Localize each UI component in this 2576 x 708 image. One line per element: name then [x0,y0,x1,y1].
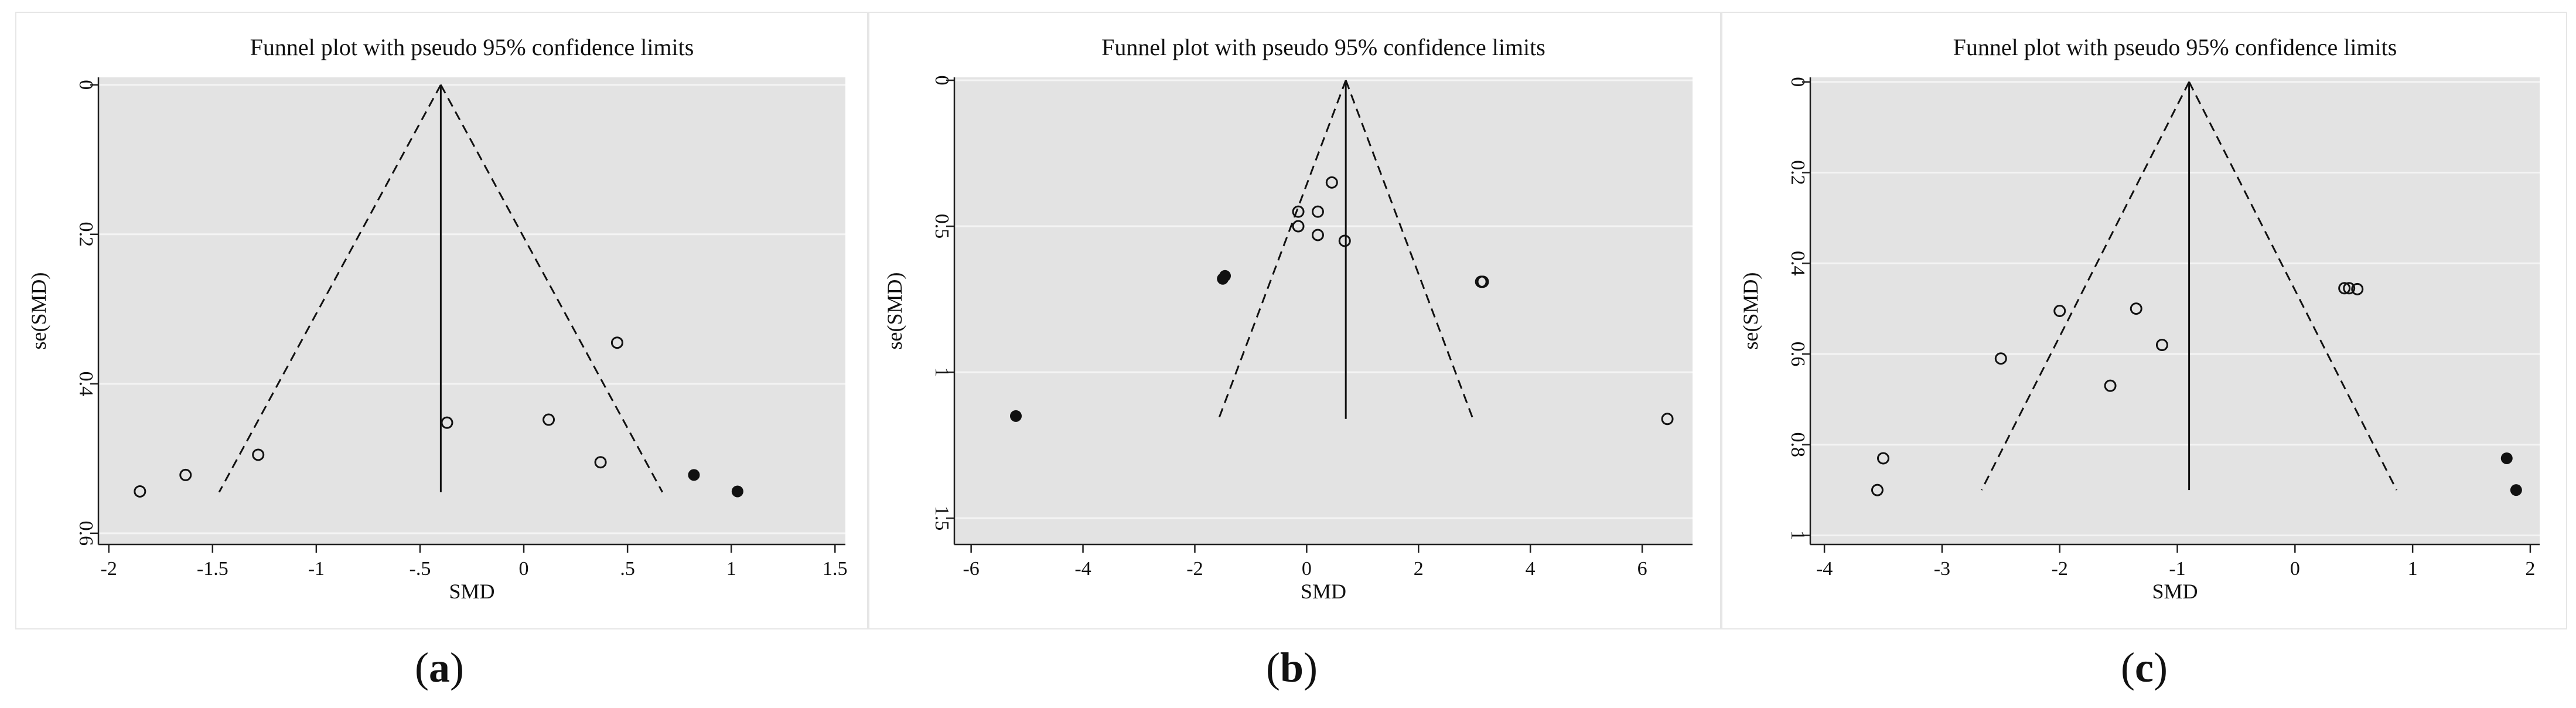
observed-study-point [134,485,146,498]
caption-b-letter: b [1280,644,1304,691]
observed-study-point [2130,302,2142,315]
observed-study-point [1994,352,2007,365]
observed-study-point [1661,413,1674,426]
observed-study-point [441,416,453,429]
funnel-limit-right [440,84,664,493]
observed-study-point [610,336,623,349]
x-axis-label: SMD [449,580,494,603]
x-tick-label: -6 [963,558,979,580]
chart-title: Funnel plot with pseudo 95% confidence l… [1953,34,2397,60]
x-tick-label: -1 [308,558,325,580]
funnel-limit-left [1981,81,2190,491]
x-tick-label: 1 [2408,558,2418,580]
plot-area [1810,77,2540,544]
x-tick-label: -3 [1934,558,1950,580]
observed-study-point [1311,205,1324,218]
imputed-study-point [2510,484,2522,496]
y-tick-label: 0.6 [1787,342,1809,367]
y-tick-label: 0.4 [1787,251,1809,276]
x-tick-label: 1 [726,558,736,580]
caption-b: (b) [1265,644,1318,691]
observed-study-point [2338,282,2351,295]
x-tick-label: 0 [1302,558,1312,580]
observed-study-point [2155,339,2168,352]
x-tick-label: 0 [2290,558,2300,580]
observed-study-point [2343,282,2356,295]
funnel-plot-panel-b: Funnel plot with pseudo 95% confidence l… [868,12,1721,629]
y-tick-label: 0.8 [1787,433,1809,458]
caption-c-letter: c [2135,644,2154,691]
observed-study-point [594,456,607,469]
observed-study-point [1476,275,1489,288]
x-tick-label: -4 [1074,558,1091,580]
observed-study-point [252,448,265,461]
observed-study-point [2053,305,2066,317]
observed-study-point [1871,484,1884,496]
plot-area [98,77,845,544]
y-tick-label: 0.5 [931,214,953,239]
x-tick-label: -1.5 [197,558,228,580]
x-tick-label: 6 [1637,558,1647,580]
x-tick-label: -2 [1186,558,1203,580]
y-tick-label: 0.2 [75,222,97,247]
imputed-study-point [2500,452,2513,464]
x-tick-label: 1.5 [823,558,848,580]
observed-study-point [1877,452,1889,465]
caption-a: (a) [415,644,464,691]
x-tick-label: -2 [101,558,117,580]
funnel-plot-a: Funnel plot with pseudo 95% confidence l… [27,34,848,603]
y-tick-label: 0.6 [75,521,97,546]
y-tick-label: 1 [931,367,953,377]
observed-study-point [2104,379,2117,392]
observed-study-point [543,413,555,426]
x-tick-label: .5 [620,558,635,580]
plot-area [954,77,1693,544]
funnel-plot-panel-a: Funnel plot with pseudo 95% confidence l… [15,12,868,629]
y-tick-label: 0 [931,75,953,85]
imputed-study-point [688,469,700,481]
x-tick-label: -4 [1816,558,1833,580]
x-tick-label: -.5 [410,558,431,580]
x-tick-label: 4 [1526,558,1536,580]
y-tick-label: 0 [75,80,97,90]
funnel-plot-b: Funnel plot with pseudo 95% confidence l… [883,34,1693,603]
caption-a-letter: a [429,644,450,691]
observed-study-point [179,468,192,481]
y-tick-label: 0.2 [1787,160,1809,185]
observed-study-point [1325,176,1338,189]
funnel-plot-c: Funnel plot with pseudo 95% confidence l… [1739,34,2540,603]
y-tick-label: 1 [1787,530,1809,540]
observed-study-point [2351,282,2364,295]
imputed-study-point [731,485,743,498]
funnel-limit-right [2188,81,2398,491]
chart-title: Funnel plot with pseudo 95% confidence l… [250,34,694,60]
y-axis-label: se(SMD) [1739,273,1762,350]
imputed-study-point [1219,270,1231,282]
y-axis-label: se(SMD) [883,273,906,350]
x-axis-label: SMD [1301,580,1346,603]
y-axis-label: se(SMD) [27,273,50,350]
observed-study-point [1338,234,1351,247]
observed-study-point [1292,220,1305,233]
observed-study-point [1292,205,1305,218]
y-tick-label: 0 [1787,77,1809,87]
x-tick-label: 2 [1414,558,1424,580]
x-tick-label: 2 [2525,558,2535,580]
chart-title: Funnel plot with pseudo 95% confidence l… [1101,34,1545,60]
x-tick-label: 0 [519,558,529,580]
observed-study-point [1311,229,1324,241]
caption-c: (c) [2121,644,2168,691]
funnel-limit-left [218,84,442,493]
x-tick-label: -1 [2169,558,2185,580]
funnel-plot-panel-c: Funnel plot with pseudo 95% confidence l… [1721,12,2567,629]
y-tick-label: 0.4 [75,372,97,397]
x-axis-label: SMD [2152,580,2198,603]
y-tick-label: 1.5 [931,506,953,531]
imputed-study-point [1010,410,1022,422]
x-tick-label: -2 [2052,558,2068,580]
